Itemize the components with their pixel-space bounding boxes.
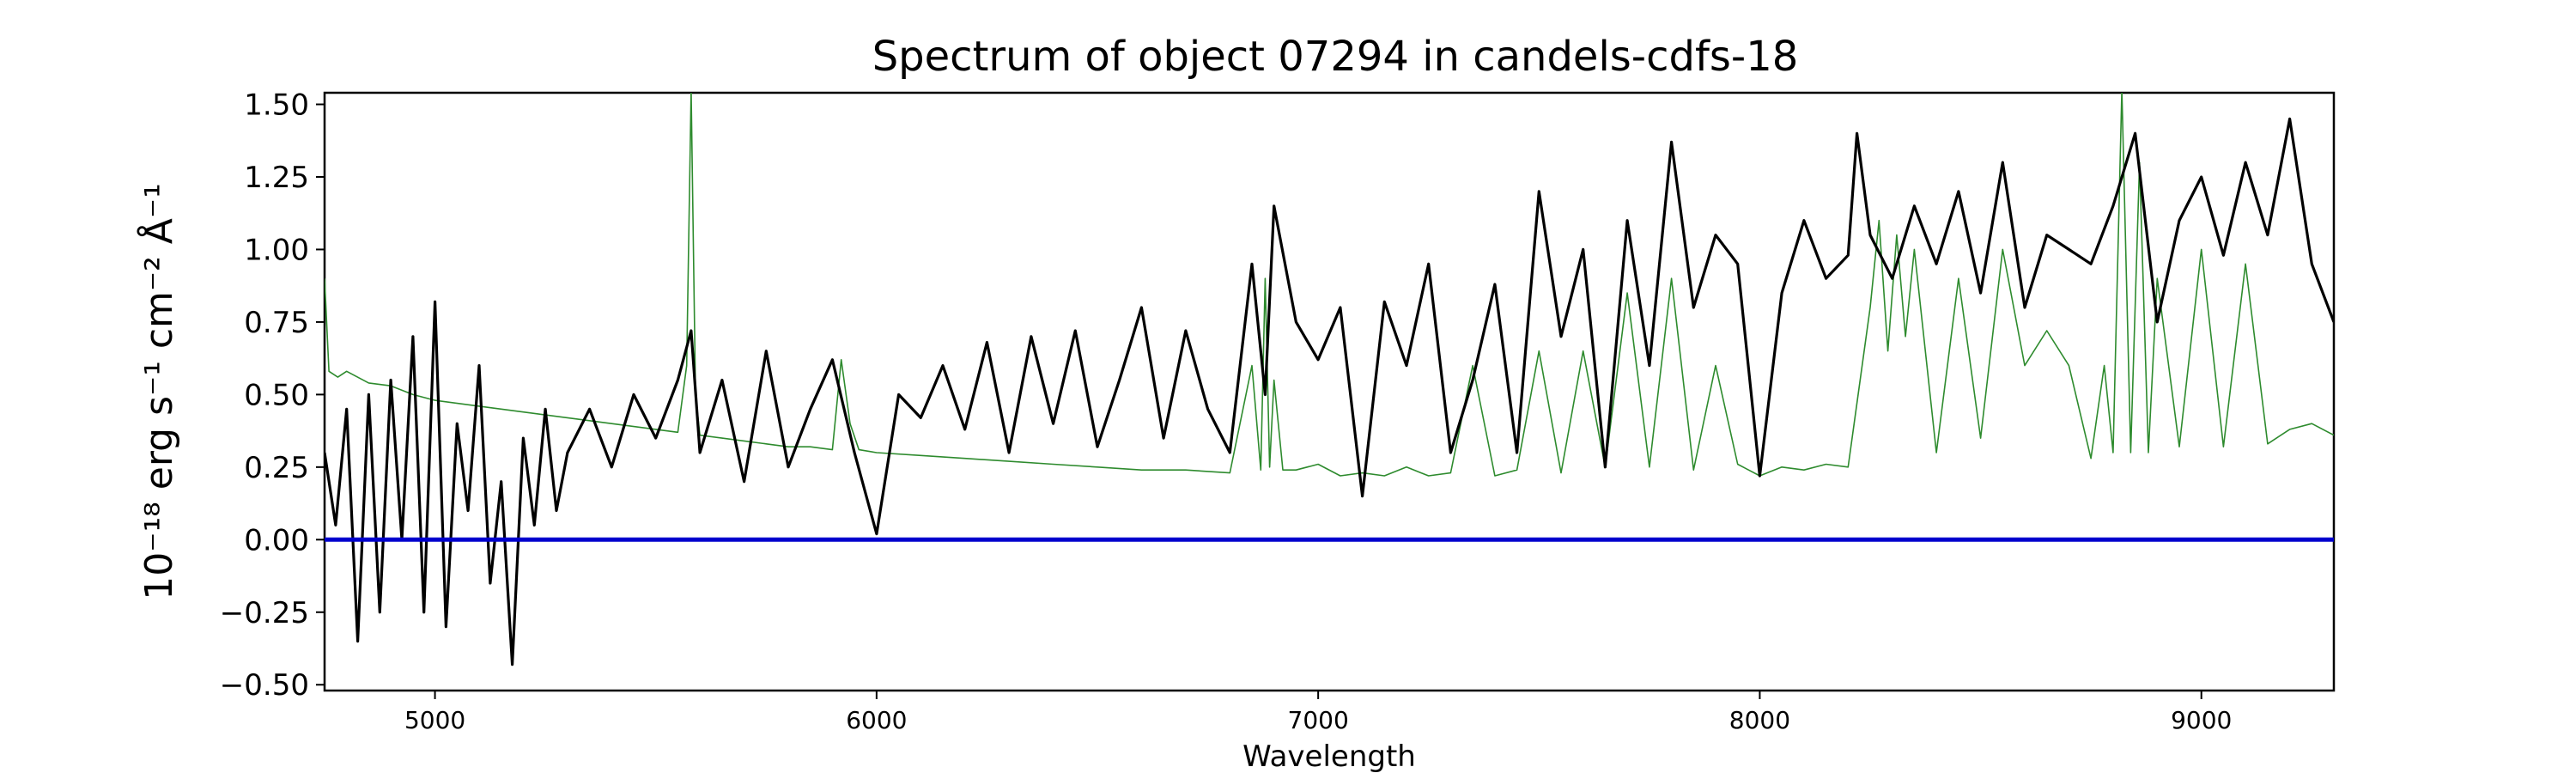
x-tick-label: 7000: [1288, 706, 1349, 734]
y-tick-label: 0.00: [244, 523, 309, 557]
y-tick-label: 1.50: [244, 88, 309, 123]
x-axis-ticks: 5000 6000 7000 8000 9000: [404, 691, 2232, 734]
y-tick-label: 0.75: [244, 306, 309, 340]
plot-frame: [323, 91, 2336, 692]
y-tick-label: 0.50: [244, 378, 309, 412]
x-tick-label: 9000: [2171, 706, 2232, 734]
chart-title: Spectrum of object 07294 in candels-cdfs…: [872, 33, 1799, 81]
plot-area: [323, 91, 2336, 692]
y-tick-label: 0.25: [244, 451, 309, 485]
y-axis-label: 10⁻¹⁸ erg s⁻¹ cm⁻² Å⁻¹: [136, 183, 181, 600]
x-tick-label: 5000: [404, 706, 465, 734]
x-tick-label: 6000: [846, 706, 907, 734]
x-tick-label: 8000: [1729, 706, 1790, 734]
y-tick-label: 1.25: [244, 161, 309, 195]
y-tick-label: −0.50: [220, 668, 309, 703]
y-axis-ticks: −0.50 −0.25 0.00 0.25 0.50 0.75 1.00 1.25 1.50: [220, 88, 325, 703]
flux-spectrum-line: [325, 117, 2334, 666]
y-tick-label: 1.00: [244, 233, 309, 267]
series-layer: [325, 93, 2334, 666]
x-axis-label: Wavelength: [1242, 740, 1416, 773]
y-tick-label: −0.25: [220, 596, 309, 630]
